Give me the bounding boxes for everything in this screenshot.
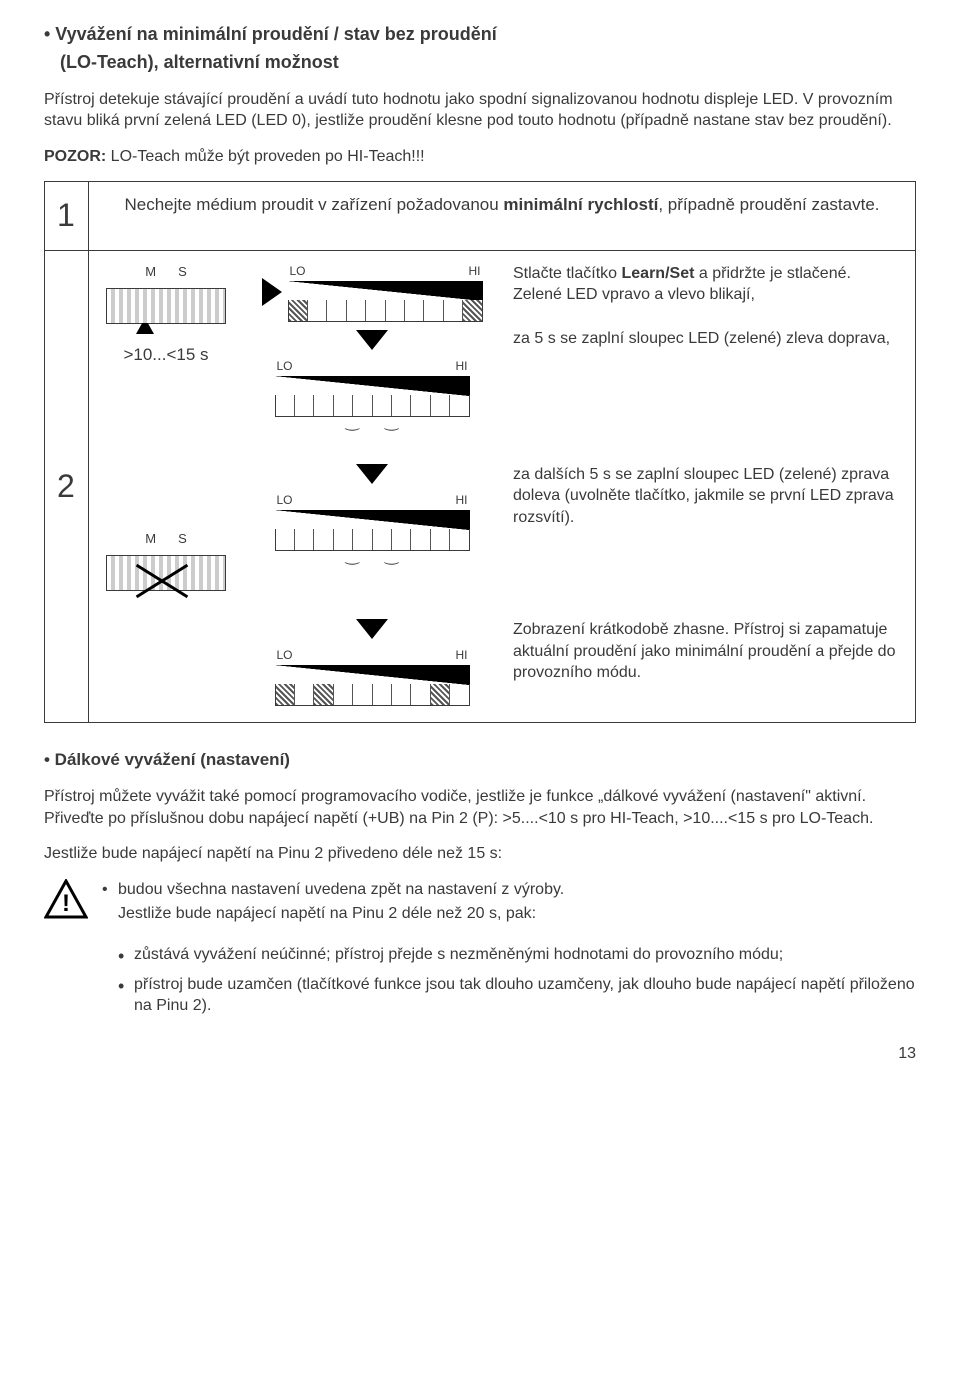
- cross-icon: [136, 561, 188, 601]
- press-duration: >10...<15 s: [123, 344, 208, 367]
- button-press-diagram: M S >10...<15 s: [101, 263, 231, 367]
- warning-text: LO-Teach může být proveden po HI-Teach!!…: [106, 148, 424, 165]
- step1-bold: minimální rychlostí: [503, 195, 658, 214]
- warning-line: POZOR: LO-Teach může být proveden po HI-…: [44, 146, 916, 168]
- remote-heading: • Dálkové vyvážení (nastavení): [44, 749, 916, 772]
- hi-label-2: HI: [456, 358, 468, 374]
- lo-label-3: LO: [277, 492, 293, 508]
- step2-text-c: Zobrazení krátkodobě zhasne. Přístroj si…: [513, 619, 903, 684]
- step-2-number: 2: [45, 250, 89, 723]
- step-1-number: 1: [45, 182, 89, 250]
- section-title-line2: (LO-Teach), alternativní možnost: [44, 50, 916, 74]
- led-bar-2: LOHI ⏝⏝: [275, 358, 470, 436]
- led-bar-1: LO HI: [288, 263, 483, 322]
- label-m: M: [145, 263, 156, 281]
- lo-label-2: LO: [277, 358, 293, 374]
- warning-triangle-icon: !: [44, 879, 88, 919]
- button-release-diagram: MS: [101, 464, 231, 592]
- arrow-down-icon: [356, 330, 388, 350]
- arrow-right-icon: [262, 278, 282, 306]
- page-number: 13: [44, 1043, 916, 1065]
- step2-row-b: MS LOHI ⏝⏝ za dalších 5 s se zapln: [101, 464, 903, 592]
- label-s-2: S: [178, 530, 187, 548]
- consequence-bullets: zůstává vyvážení neúčinné; přístroj přej…: [44, 944, 916, 1017]
- bullet-3: přístroj bude uzamčen (tlačítkové funkce…: [118, 974, 916, 1017]
- r1-bold: Learn/Set: [622, 265, 695, 282]
- label-m-2: M: [145, 530, 156, 548]
- buttons-icon: [106, 288, 226, 324]
- remote-p2: Jestliže bude napájecí napětí na Pinu 2 …: [44, 843, 916, 865]
- lo-label: LO: [290, 263, 306, 279]
- arrow-down-icon-3: [356, 619, 388, 639]
- intro-text: Přístroj detekuje stávající proudění a u…: [44, 91, 893, 130]
- step1-pre: Nechejte médium proudit v zařízení požad…: [124, 195, 503, 214]
- remote-p1: Přístroj můžete vyvážit také pomocí prog…: [44, 786, 916, 829]
- label-s: S: [178, 263, 187, 281]
- warning-box: ! •budou všechna nastavení uvedena zpět …: [44, 879, 916, 932]
- led-bar-4: LO HI: [275, 647, 470, 706]
- hi-label: HI: [469, 263, 481, 279]
- step2-row-c: LO HI Zobrazení krátkodobě zhasne. Přístr…: [101, 619, 903, 706]
- steps-table: 1 Nechejte médium proudit v zařízení pož…: [44, 181, 916, 723]
- section-title-line1: • Vyvážení na minimální proudění / stav …: [44, 22, 916, 46]
- step2-text-a1: Stlačte tlačítko Learn/Set a přidržte je…: [513, 263, 903, 306]
- bullet-1: budou všechna nastavení uvedena zpět na …: [118, 881, 564, 898]
- step2-text-a2: za 5 s se zaplní sloupec LED (zelené) zl…: [513, 328, 903, 350]
- step-1-text: Nechejte médium proudit v zařízení požad…: [89, 182, 916, 250]
- bullet-2: zůstává vyvážení neúčinné; přístroj přej…: [118, 944, 916, 966]
- warning-label: POZOR:: [44, 148, 106, 165]
- led-bar-3: LOHI ⏝⏝: [275, 492, 470, 570]
- step-2-content: MS >10...<15 s LOHI: [89, 250, 916, 723]
- arrow-down-icon-2: [356, 464, 388, 484]
- sub-condition: Jestliže bude napájecí napětí na Pinu 2 …: [102, 903, 916, 925]
- hi-label-4: HI: [456, 647, 468, 663]
- step2-text-b: za dalších 5 s se zaplní sloupec LED (ze…: [513, 464, 903, 529]
- hi-label-3: HI: [456, 492, 468, 508]
- lo-label-4: LO: [277, 647, 293, 663]
- step1-post: , případně proudění zastavte.: [658, 195, 879, 214]
- svg-text:!: !: [62, 890, 70, 917]
- r1-pre: Stlačte tlačítko: [513, 265, 622, 282]
- intro-paragraph: Přístroj detekuje stávající proudění a u…: [44, 89, 916, 132]
- step2-row-a: M S >10...<15 s LO HI: [101, 263, 903, 436]
